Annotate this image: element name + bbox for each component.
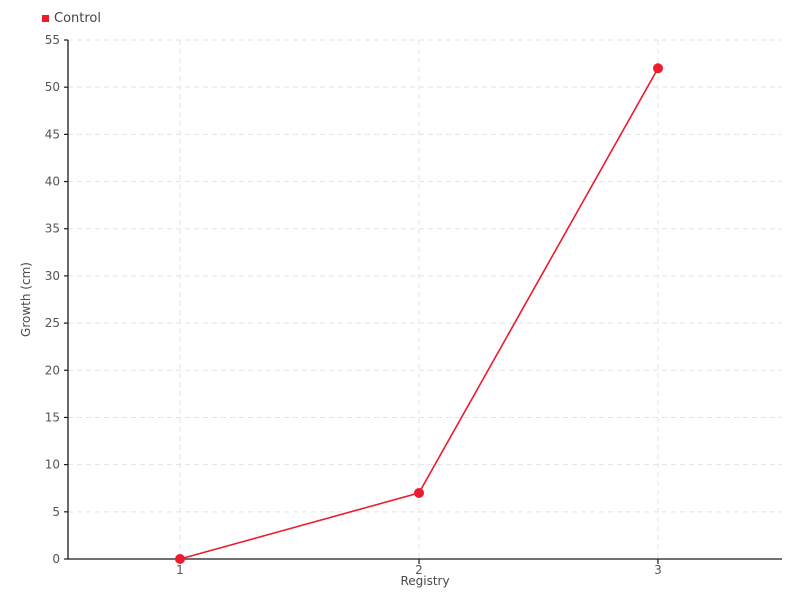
data-point [653, 63, 663, 74]
y-tick-label: 50 [45, 80, 60, 94]
y-tick-label: 10 [45, 458, 60, 472]
y-tick-label: 5 [52, 505, 60, 519]
y-tick-label: 45 [45, 127, 60, 141]
y-axis-title: Growth (cm) [19, 262, 33, 337]
data-point [175, 554, 185, 564]
legend-swatch-control [42, 15, 49, 22]
x-tick-label: 2 [415, 563, 423, 577]
y-tick-label: 30 [45, 269, 60, 283]
y-tick-label: 40 [45, 175, 60, 189]
x-tick-label: 1 [176, 563, 184, 577]
y-tick-label: 55 [45, 33, 60, 47]
y-tick-label: 20 [45, 363, 60, 377]
x-axis-title: Registry [400, 574, 449, 588]
y-tick-label: 35 [45, 222, 60, 236]
y-tick-label: 25 [45, 316, 60, 330]
x-tick-label: 3 [654, 563, 662, 577]
y-tick-label: 15 [45, 410, 60, 424]
y-tick-label: 0 [52, 552, 60, 566]
data-point [414, 487, 424, 498]
chart-legend: Control [42, 12, 101, 25]
legend-label-control: Control [54, 11, 101, 26]
